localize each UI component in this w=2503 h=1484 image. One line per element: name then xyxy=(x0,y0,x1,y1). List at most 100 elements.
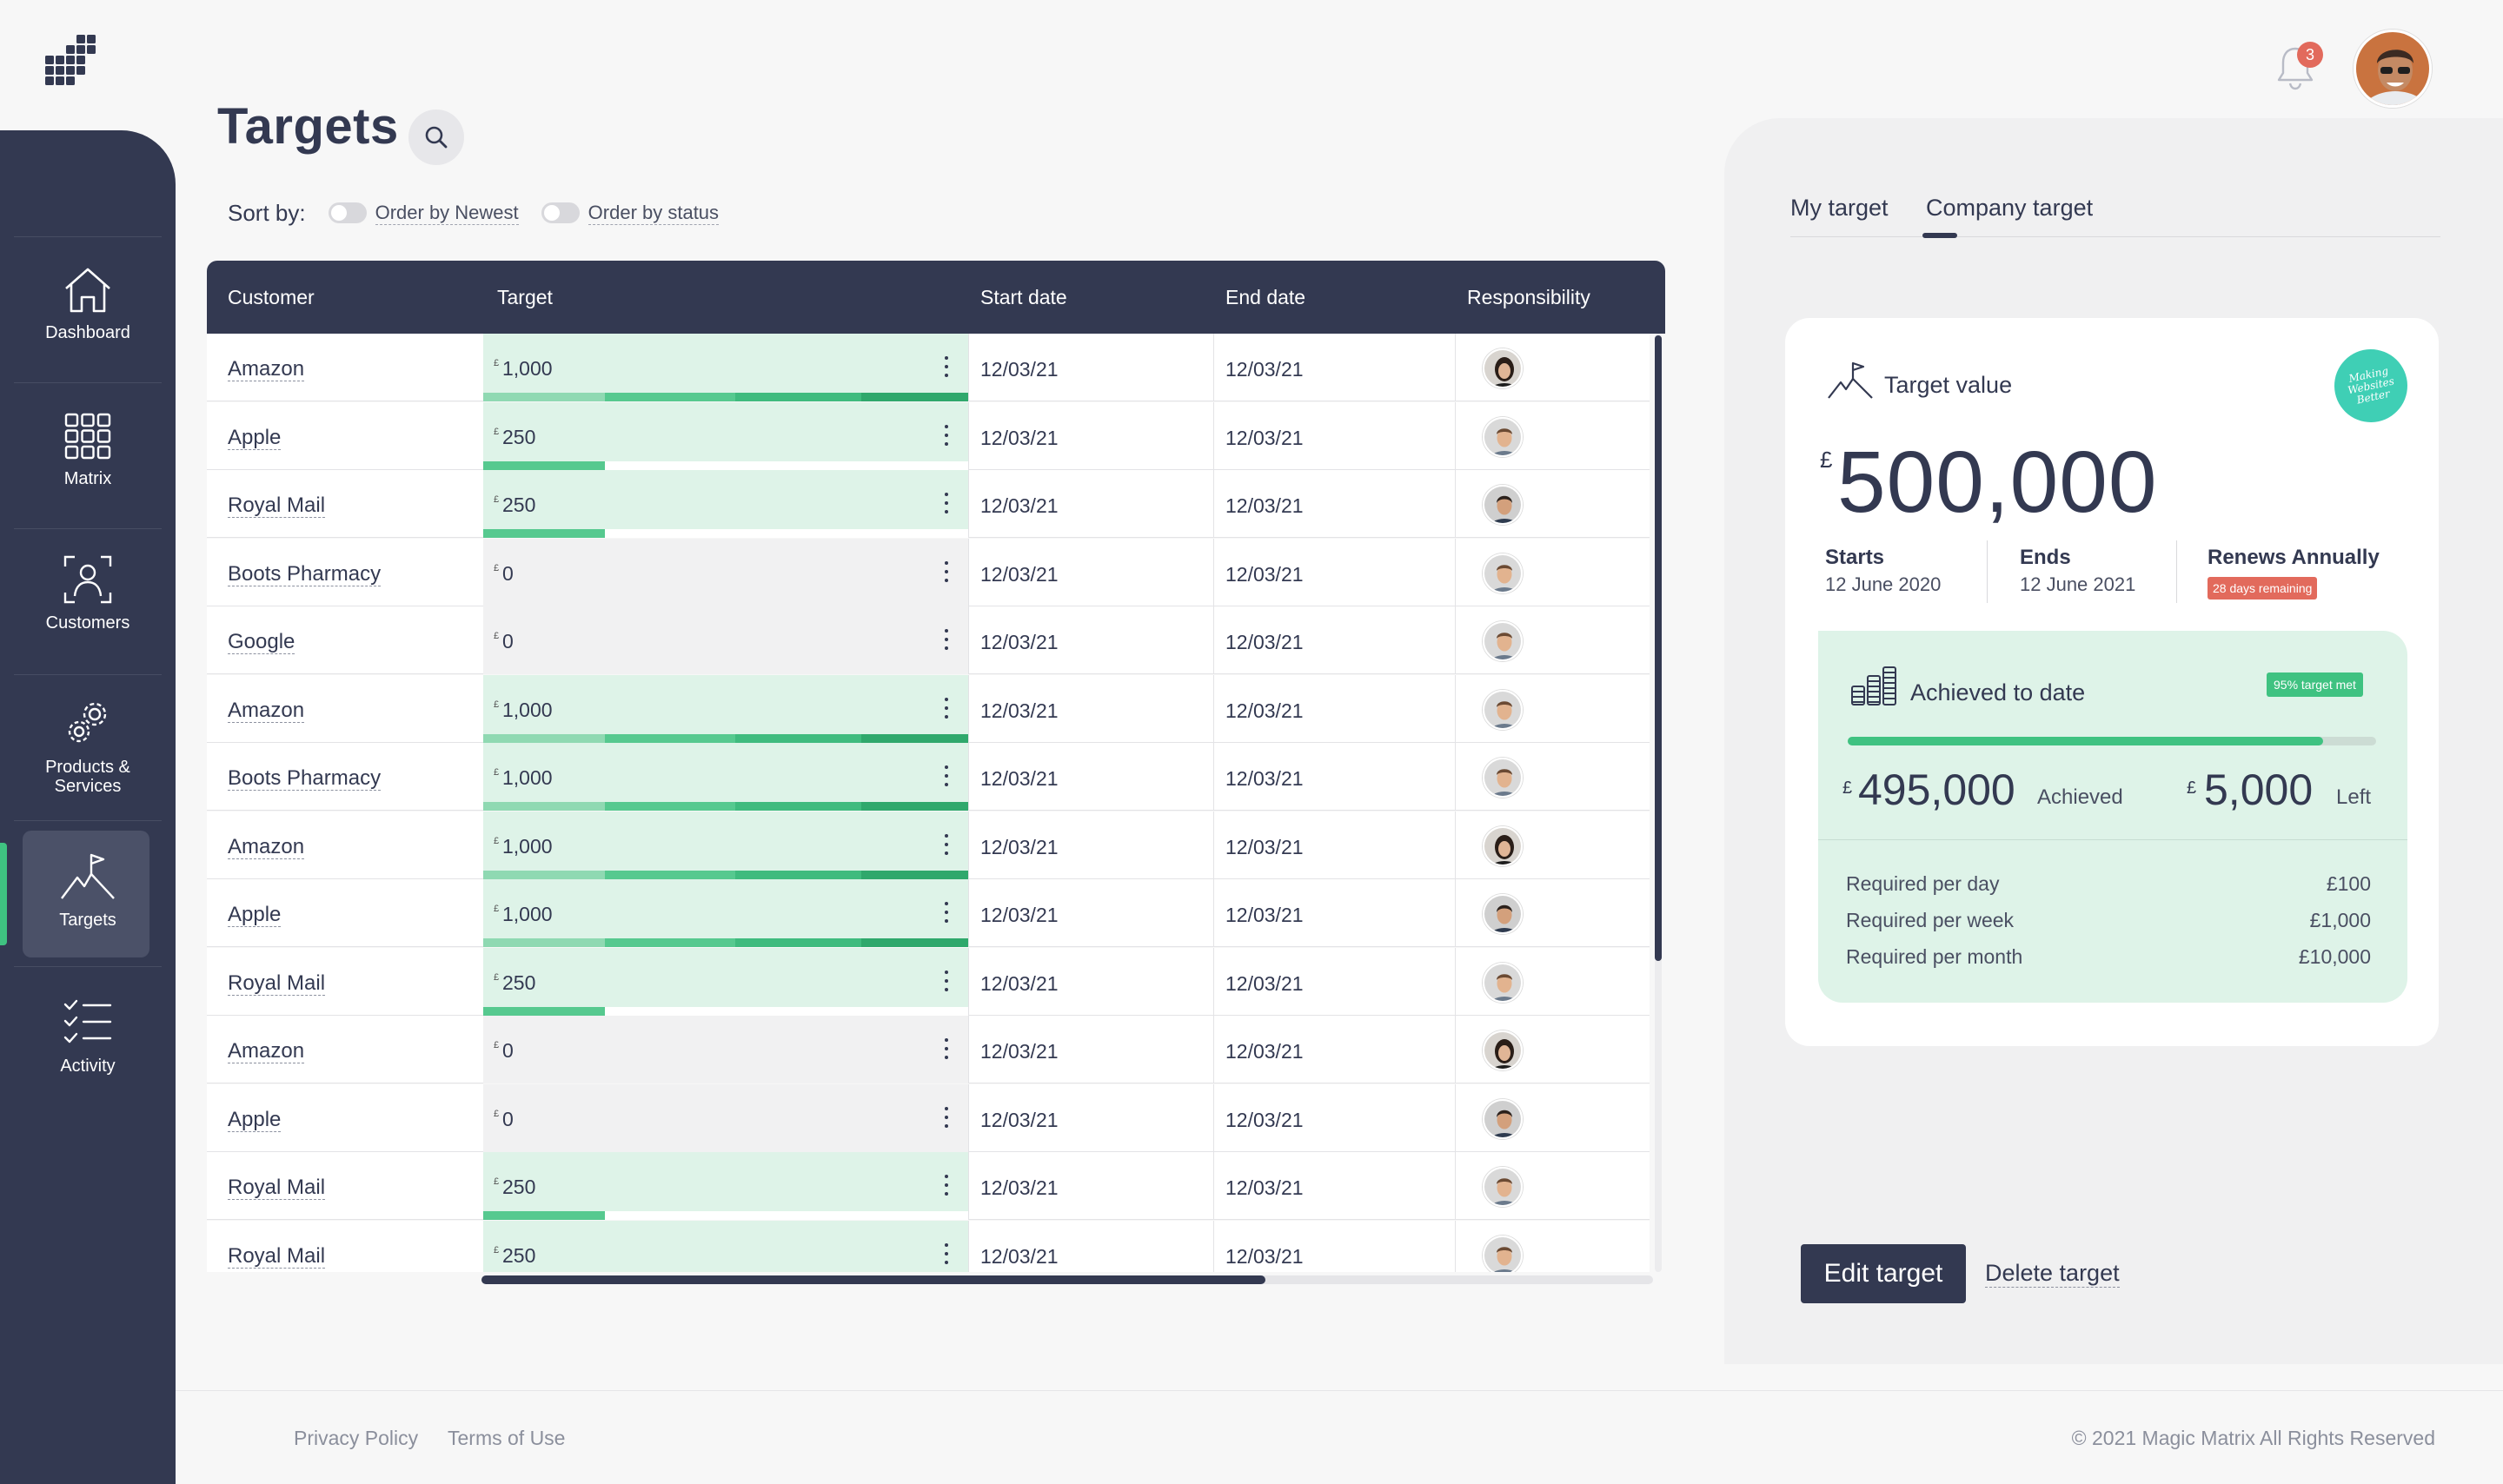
kebab-menu-icon[interactable] xyxy=(944,834,949,855)
responsible-avatar-icon[interactable] xyxy=(1483,1236,1523,1272)
column-header-start-date[interactable]: Start date xyxy=(980,286,1067,308)
customer-link[interactable]: Amazon xyxy=(228,357,305,381)
target-cell[interactable]: £250 xyxy=(483,948,968,1016)
customer-link[interactable]: Amazon xyxy=(228,835,305,859)
target-cell[interactable]: £1,000 xyxy=(483,675,968,743)
responsible-avatar-icon[interactable] xyxy=(1483,553,1523,593)
responsible-avatar-icon[interactable] xyxy=(1483,963,1523,1003)
customer-link[interactable]: Apple xyxy=(228,1108,282,1132)
table-row[interactable]: Amazon £1,000 12/03/21 12/03/21 xyxy=(207,334,1650,401)
kebab-menu-icon[interactable] xyxy=(944,629,949,650)
target-cell[interactable]: £1,000 xyxy=(483,743,968,811)
target-cell[interactable]: £1,000 xyxy=(483,879,968,947)
responsible-avatar-icon[interactable] xyxy=(1483,894,1523,934)
sidebar-item-matrix[interactable]: Matrix xyxy=(0,412,176,488)
target-cell[interactable]: £1,000 xyxy=(483,812,968,879)
customer-link[interactable]: Royal Mail xyxy=(228,1244,326,1269)
column-header-target[interactable]: Target xyxy=(497,286,553,308)
column-header-responsibility[interactable]: Responsibility xyxy=(1467,286,1590,308)
vertical-scrollbar-thumb[interactable] xyxy=(1655,335,1662,961)
tab-my-target[interactable]: My target xyxy=(1790,195,1889,221)
kebab-menu-icon[interactable] xyxy=(944,902,949,923)
privacy-policy-link[interactable]: Privacy Policy xyxy=(294,1427,419,1449)
table-row[interactable]: Amazon £0 12/03/21 12/03/21 xyxy=(207,1016,1650,1083)
customer-link[interactable]: Royal Mail xyxy=(228,1176,326,1200)
customer-link[interactable]: Apple xyxy=(228,426,282,450)
responsible-avatar-icon[interactable] xyxy=(1483,690,1523,730)
kebab-menu-icon[interactable] xyxy=(944,698,949,719)
table-row[interactable]: Amazon £1,000 12/03/21 12/03/21 xyxy=(207,812,1650,879)
kebab-menu-icon[interactable] xyxy=(944,971,949,991)
customer-link[interactable]: Royal Mail xyxy=(228,494,326,518)
sort-newest-option[interactable]: Order by Newest xyxy=(328,201,519,225)
responsible-avatar-icon[interactable] xyxy=(1483,348,1523,388)
kebab-menu-icon[interactable] xyxy=(944,493,949,513)
sort-status-toggle[interactable] xyxy=(541,202,580,223)
kebab-menu-icon[interactable] xyxy=(944,765,949,786)
sidebar-item-products-services[interactable]: Products & Services xyxy=(0,697,176,796)
sort-newest-label[interactable]: Order by Newest xyxy=(375,201,519,225)
table-row[interactable]: Royal Mail £250 12/03/21 12/03/21 xyxy=(207,948,1650,1016)
kebab-menu-icon[interactable] xyxy=(944,425,949,446)
customer-link[interactable]: Boots Pharmacy xyxy=(228,766,382,791)
tab-company-target[interactable]: Company target xyxy=(1926,195,2094,221)
table-row[interactable]: Royal Mail £250 12/03/21 12/03/21 xyxy=(207,470,1650,538)
horizontal-scrollbar-thumb[interactable] xyxy=(481,1275,1265,1284)
table-row[interactable]: Google £0 12/03/21 12/03/21 xyxy=(207,606,1650,674)
kebab-menu-icon[interactable] xyxy=(944,1038,949,1059)
responsible-avatar-icon[interactable] xyxy=(1483,1167,1523,1207)
sidebar-item-activity[interactable]: Activity xyxy=(0,997,176,1076)
kebab-menu-icon[interactable] xyxy=(944,356,949,377)
sort-status-label[interactable]: Order by status xyxy=(588,201,720,225)
kebab-menu-icon[interactable] xyxy=(944,1107,949,1128)
responsible-avatar-icon[interactable] xyxy=(1483,485,1523,525)
grid-logo-icon[interactable] xyxy=(42,33,99,90)
sidebar-item-customers[interactable]: Customers xyxy=(0,554,176,633)
target-cell[interactable]: £0 xyxy=(483,539,968,606)
edit-target-button[interactable]: Edit target xyxy=(1801,1244,1966,1303)
table-row[interactable]: Apple £250 12/03/21 12/03/21 xyxy=(207,402,1650,470)
responsible-avatar-icon[interactable] xyxy=(1483,621,1523,661)
sidebar-item-dashboard[interactable]: Dashboard xyxy=(0,266,176,342)
customer-link[interactable]: Google xyxy=(228,630,295,654)
target-cell[interactable]: £1,000 xyxy=(483,334,968,401)
customer-link[interactable]: Apple xyxy=(228,903,282,927)
customer-link[interactable]: Amazon xyxy=(228,699,305,723)
responsible-avatar-icon[interactable] xyxy=(1483,758,1523,798)
target-cell[interactable]: £0 xyxy=(483,1016,968,1083)
target-cell[interactable]: £0 xyxy=(483,1084,968,1152)
user-avatar-icon[interactable] xyxy=(2354,30,2432,108)
column-header-end-date[interactable]: End date xyxy=(1225,286,1306,308)
search-button[interactable] xyxy=(408,109,464,165)
target-cell[interactable]: £250 xyxy=(483,1152,968,1220)
responsible-avatar-icon[interactable] xyxy=(1483,1099,1523,1139)
table-row[interactable]: Apple £0 12/03/21 12/03/21 xyxy=(207,1084,1650,1152)
table-row[interactable]: Amazon £1,000 12/03/21 12/03/21 xyxy=(207,675,1650,743)
responsible-avatar-icon[interactable] xyxy=(1483,417,1523,457)
responsible-avatar-icon[interactable] xyxy=(1483,826,1523,866)
sort-status-option[interactable]: Order by status xyxy=(541,201,720,225)
kebab-menu-icon[interactable] xyxy=(944,1243,949,1264)
delete-target-button[interactable]: Delete target xyxy=(1985,1260,2120,1288)
customer-link[interactable]: Amazon xyxy=(228,1039,305,1063)
target-cell[interactable]: £250 xyxy=(483,1221,968,1272)
kebab-menu-icon[interactable] xyxy=(944,1175,949,1196)
sort-newest-toggle[interactable] xyxy=(328,202,367,223)
target-cell[interactable]: £0 xyxy=(483,606,968,674)
terms-of-use-link[interactable]: Terms of Use xyxy=(448,1427,566,1449)
customer-link[interactable]: Royal Mail xyxy=(228,971,326,996)
table-row[interactable]: Apple £1,000 12/03/21 12/03/21 xyxy=(207,879,1650,947)
table-row[interactable]: Royal Mail £250 12/03/21 12/03/21 xyxy=(207,1152,1650,1220)
kebab-menu-icon[interactable] xyxy=(944,561,949,582)
currency-symbol: £ xyxy=(494,1176,500,1187)
table-row[interactable]: Royal Mail £250 12/03/21 12/03/21 xyxy=(207,1221,1650,1272)
sidebar-item-targets[interactable]: Targets xyxy=(0,851,176,930)
table-row[interactable]: Boots Pharmacy £1,000 12/03/21 12/03/21 xyxy=(207,743,1650,811)
notification-badge[interactable]: 3 xyxy=(2297,42,2323,68)
target-cell[interactable]: £250 xyxy=(483,470,968,538)
target-cell[interactable]: £250 xyxy=(483,402,968,470)
responsible-avatar-icon[interactable] xyxy=(1483,1030,1523,1070)
customer-link[interactable]: Boots Pharmacy xyxy=(228,562,382,586)
column-header-customer[interactable]: Customer xyxy=(228,286,315,308)
table-row[interactable]: Boots Pharmacy £0 12/03/21 12/03/21 xyxy=(207,539,1650,606)
